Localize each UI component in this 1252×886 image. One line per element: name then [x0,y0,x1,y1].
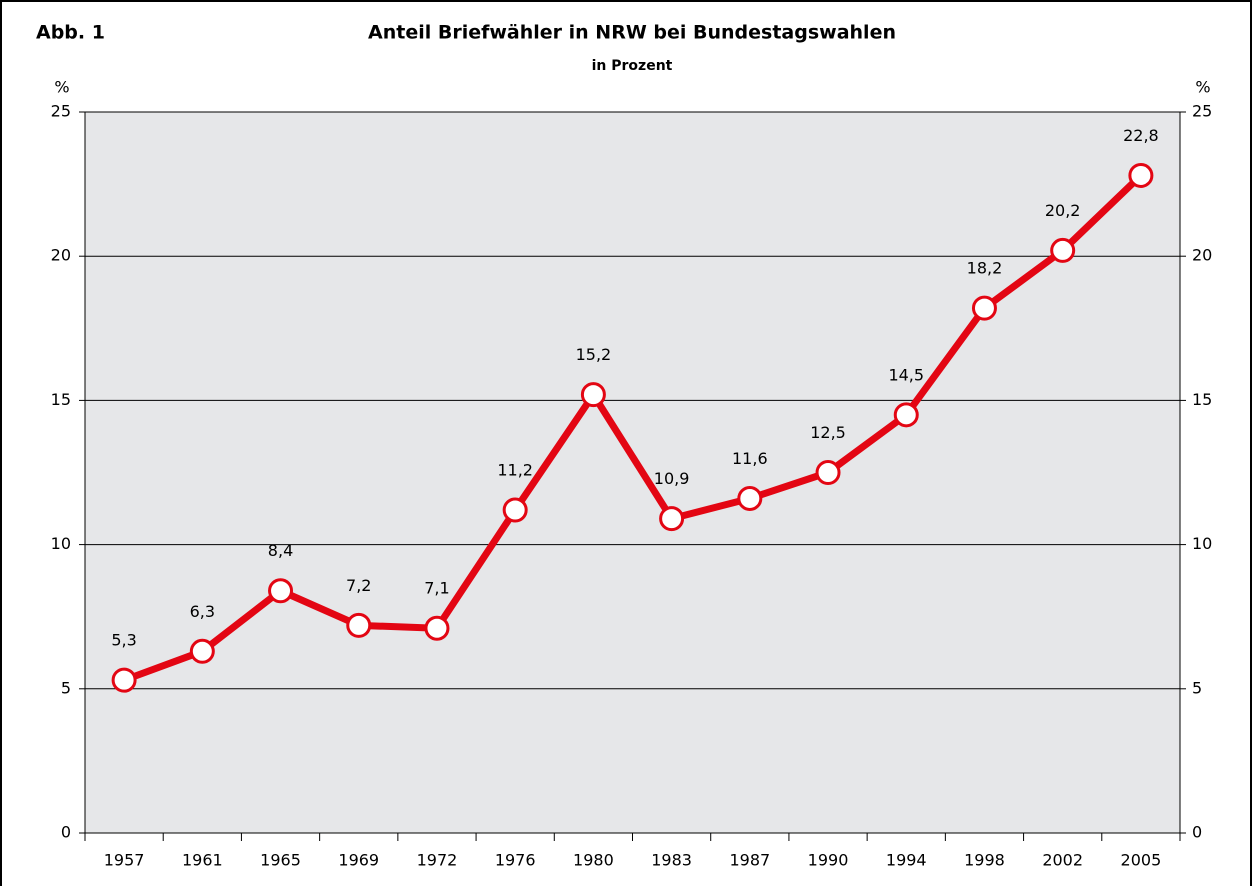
line [122,172,1144,684]
plot-area [84,111,1181,834]
point [268,578,294,604]
chart-title: Anteil Briefwähler in NRW bei Bundestags… [368,22,896,44]
x-tick-label: 1957 [104,851,145,870]
point [1128,162,1154,188]
y-tick-label: 15 [51,390,71,409]
x-tick-label: 1980 [573,851,614,870]
x-tick-label: 1969 [338,851,379,870]
data-label: 5,3 [111,631,136,650]
data-label: 12,5 [810,423,846,442]
figure-label: Abb. 1 [36,22,105,44]
y-axis-label: % [54,78,69,97]
y-tick-label: 0 [61,823,71,842]
data-label: 22,8 [1123,126,1159,145]
y2-tick-label: 25 [1192,102,1212,121]
x-tick-label: 2005 [1121,851,1162,870]
point [346,612,372,638]
data-label: 11,2 [497,460,533,479]
x-tick-label: 1961 [182,851,223,870]
x-tick-label: 1983 [651,851,692,870]
point [971,295,997,321]
data-label: 15,2 [576,345,612,364]
x-tick-label: 1976 [495,851,536,870]
data-label: 18,2 [967,259,1003,278]
y-tick-label: 25 [51,102,71,121]
y-tick-label: 20 [51,246,71,265]
x-tick-label: 1972 [417,851,458,870]
x-tick-label: 2002 [1042,851,1083,870]
point [580,382,606,408]
y-tick-label: 5 [61,678,71,697]
x-tick-label: 1998 [964,851,1005,870]
x-tick-label: 1987 [729,851,770,870]
data-label: 10,9 [654,469,690,488]
data-label: 20,2 [1045,201,1081,220]
point [815,460,841,485]
point [189,638,215,664]
data-label: 14,5 [888,365,924,384]
data-label: 7,1 [424,579,449,598]
y2-tick-label: 5 [1192,678,1202,697]
data-label: 7,2 [346,576,371,595]
point [659,506,685,532]
point [1050,237,1076,263]
point [111,667,137,693]
x-tick-label: 1965 [260,851,301,870]
y2-tick-label: 10 [1192,534,1212,553]
y2-tick-label: 20 [1192,246,1212,265]
data-label: 6,3 [190,602,215,621]
point [893,402,919,428]
point [737,485,763,511]
x-tick-label: 1990 [808,851,849,870]
y-tick-label: 10 [51,534,71,553]
point [424,615,450,641]
y2-tick-label: 0 [1192,823,1202,842]
y2-tick-label: 15 [1192,390,1212,409]
chart-subtitle: in Prozent [592,58,673,74]
data-label: 8,4 [268,541,293,560]
point [502,497,528,523]
x-tick-label: 1994 [886,851,927,870]
y2-axis-label: % [1195,78,1210,97]
data-label: 11,6 [732,449,768,468]
